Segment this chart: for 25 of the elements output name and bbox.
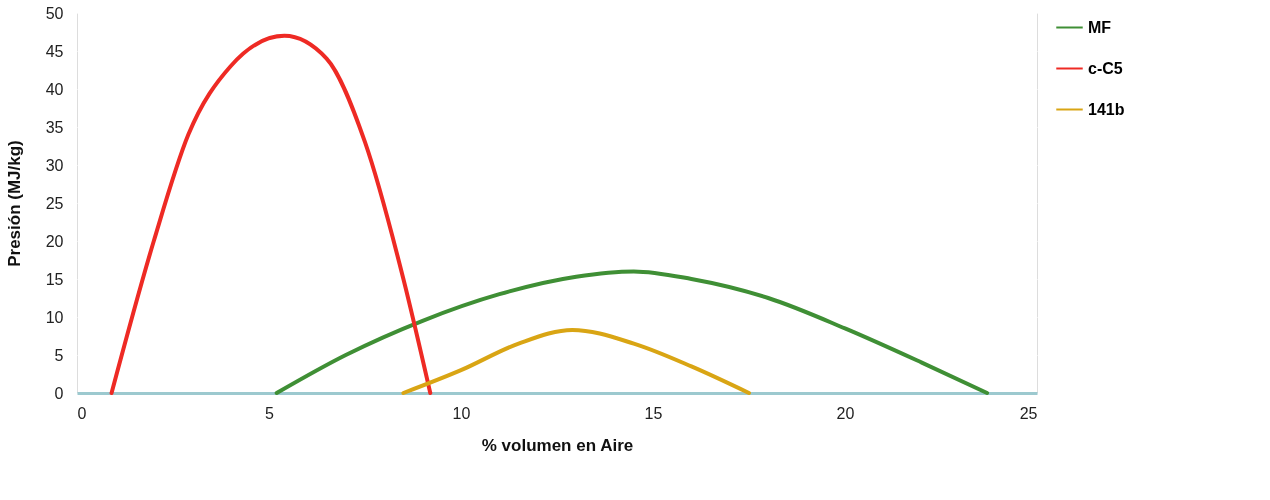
legend-label: c-C5 [1088,59,1123,77]
y-axis-title: Presión (MJ/kg) [4,140,24,267]
y-tick-label: 25 [45,194,64,212]
y-tick-label: 10 [45,308,64,326]
line-series [401,327,751,395]
x-tick-label: 0 [77,404,87,422]
x-tick-label: 5 [265,404,275,422]
x-axis-title: % volumen en Aire [481,435,634,455]
y-tick-label: 30 [45,156,64,174]
y-tick-label: 20 [45,232,64,250]
line-series [274,269,990,395]
legend-label: MF [1088,18,1112,36]
line-series [109,33,433,395]
y-tick-label: 0 [54,384,64,402]
x-tick-label: 15 [644,404,663,422]
y-tick-label: 15 [45,270,64,288]
y-tick-label: 45 [45,42,64,60]
y-tick-label: 50 [45,4,64,22]
x-tick-label: 25 [1019,404,1038,422]
x-tick-label: 20 [836,404,855,422]
y-tick-label: 40 [45,80,64,98]
y-tick-label: 35 [45,118,64,136]
legend-label: 141b [1088,100,1125,118]
y-tick-label: 5 [54,346,64,364]
x-tick-label: 10 [452,404,471,422]
